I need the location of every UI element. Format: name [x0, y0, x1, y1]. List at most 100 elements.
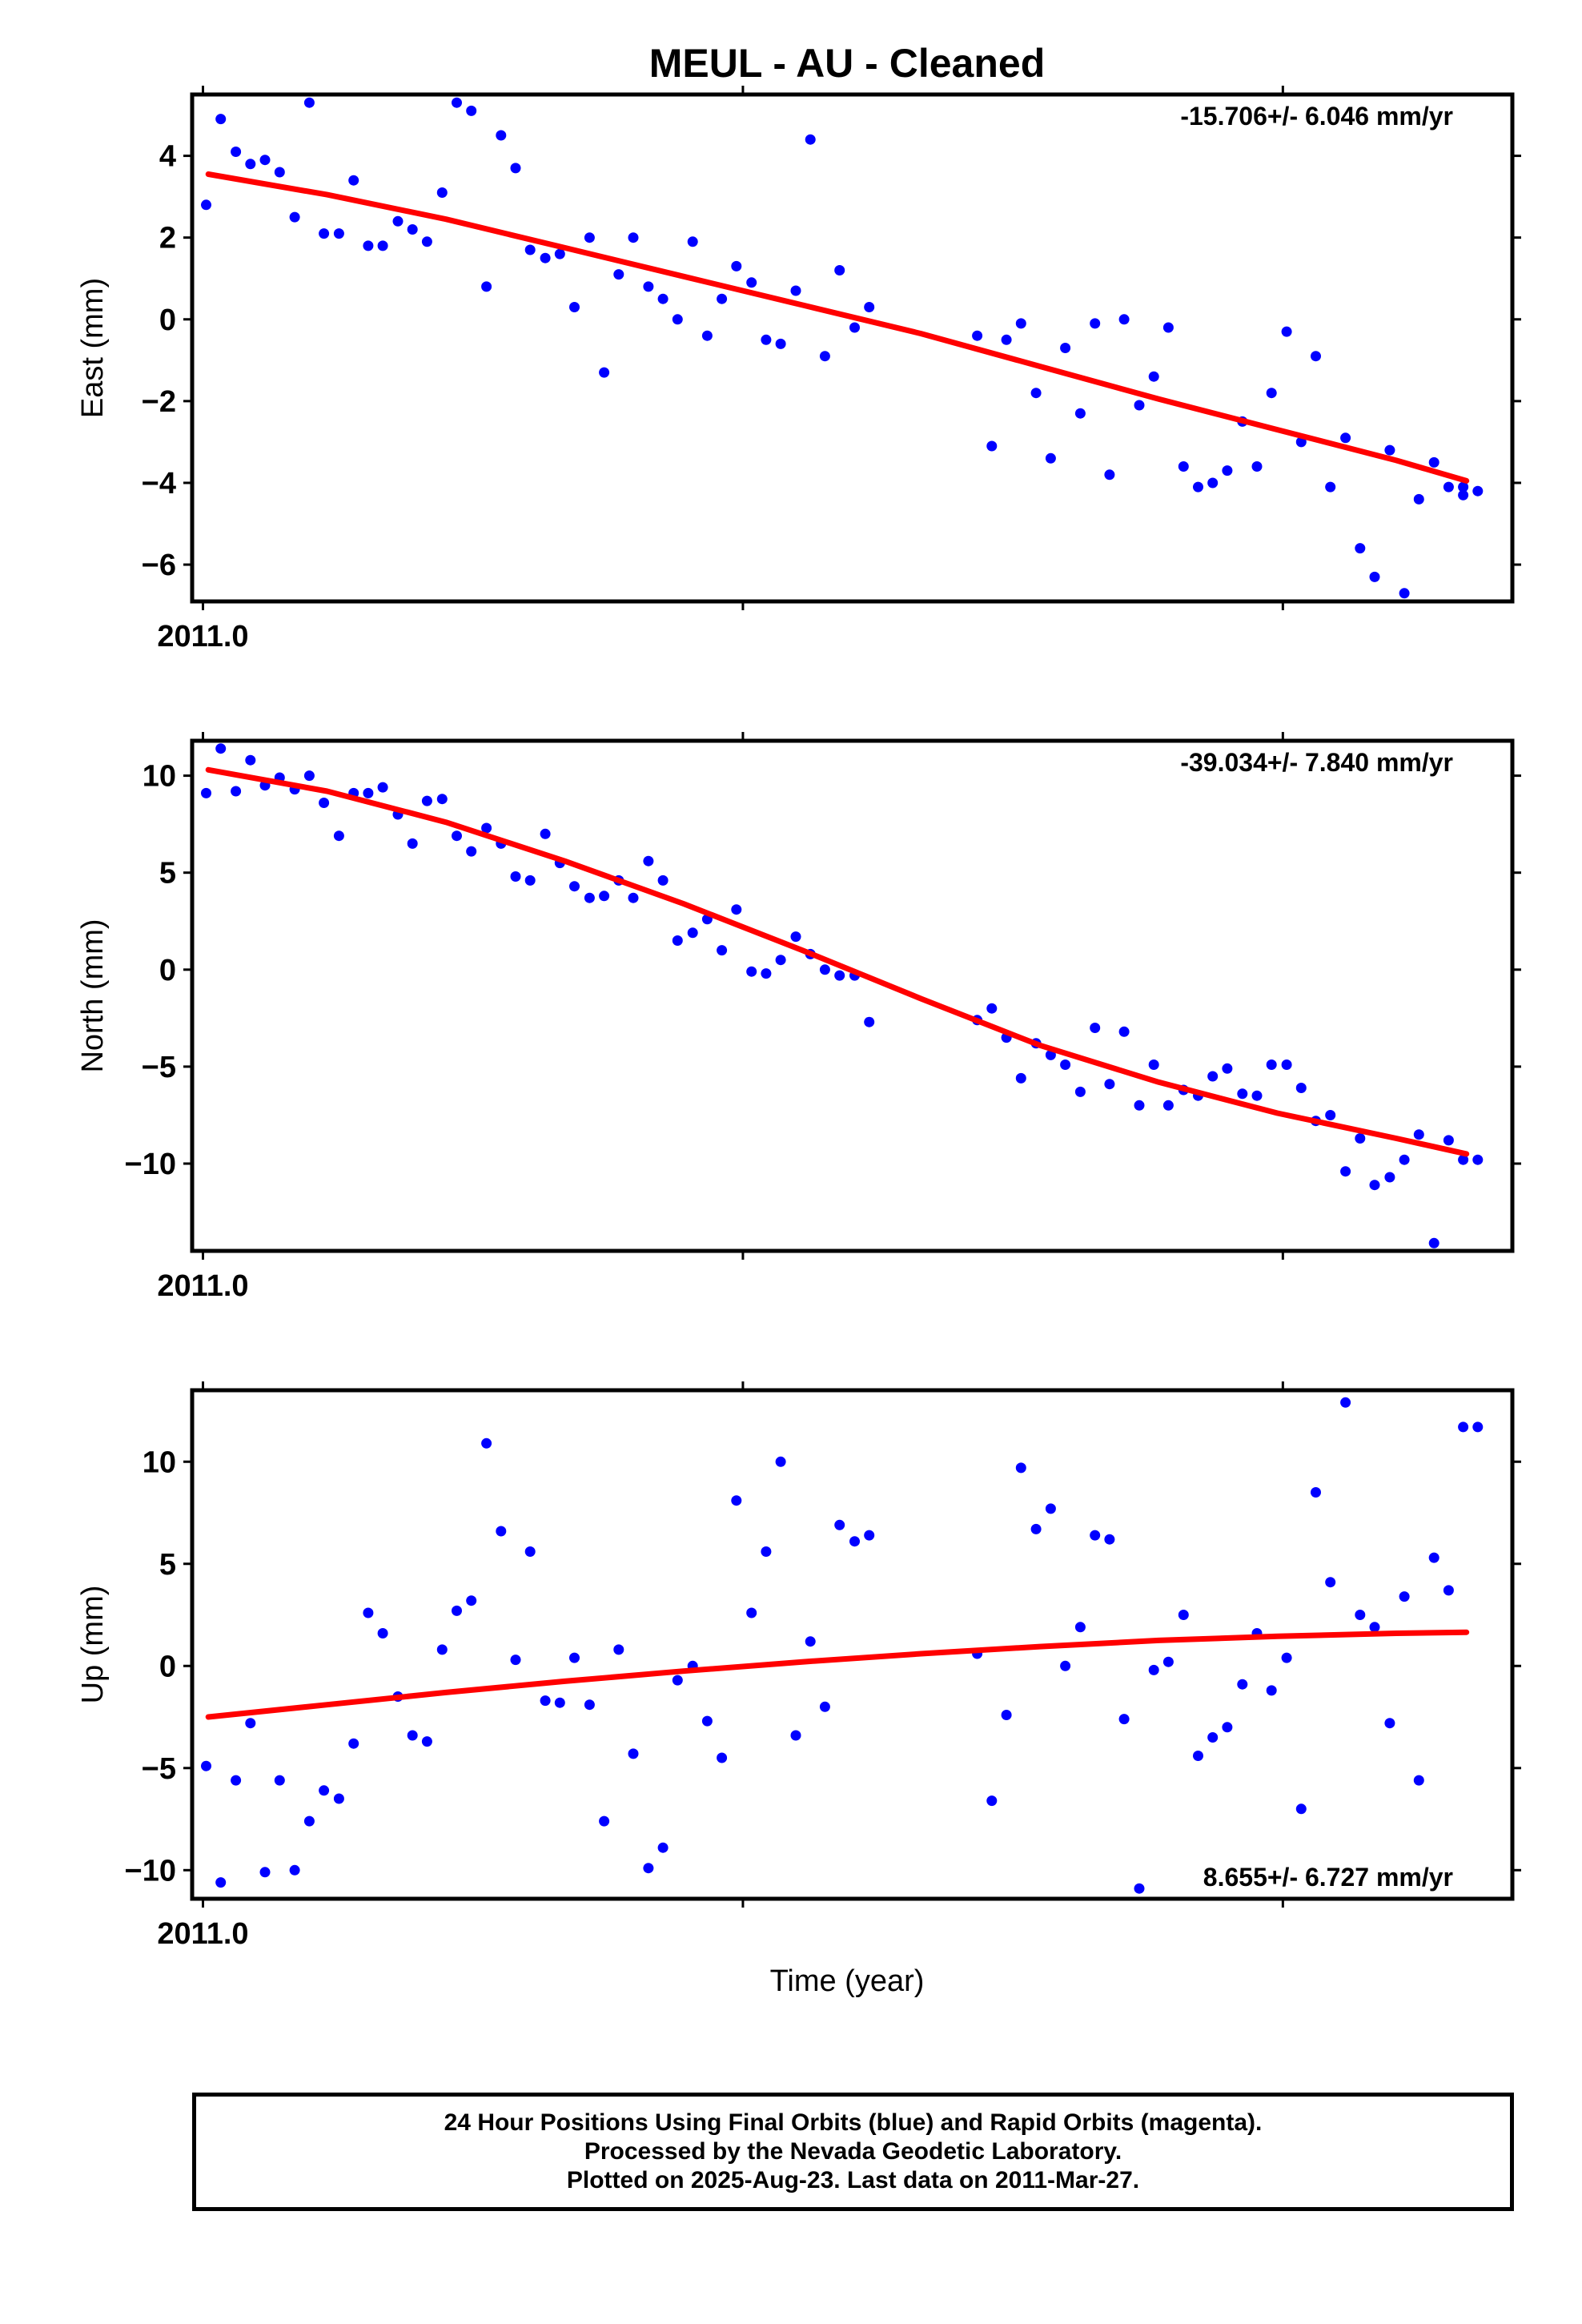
up-data-point — [1104, 1534, 1115, 1545]
up-trend-line — [205, 1629, 1470, 1720]
north-data-point — [1443, 1135, 1454, 1146]
north-data-point — [1281, 1059, 1292, 1070]
north-data-point — [231, 786, 242, 797]
up-data-point — [1399, 1591, 1410, 1602]
up-data-point — [289, 1864, 300, 1876]
north-trend-line — [205, 766, 1470, 1157]
up-data-point — [1458, 1421, 1469, 1433]
east-data-point — [1355, 543, 1366, 554]
up-data-point — [584, 1699, 595, 1711]
east-data-point — [1030, 388, 1042, 399]
north-data-point — [1060, 1059, 1071, 1070]
up-data-point — [333, 1793, 344, 1804]
up-data-point — [1266, 1685, 1277, 1696]
up-data-point — [452, 1605, 462, 1616]
north-data-point — [819, 964, 830, 975]
north-data-point — [864, 1016, 875, 1027]
north-data-point — [1251, 1090, 1263, 1101]
up-data-point — [1090, 1530, 1101, 1541]
up-data-point — [481, 1437, 492, 1449]
north-data-point — [1266, 1059, 1277, 1070]
north-rate-label: -39.034+/- 7.840 mm/yr — [1180, 748, 1453, 777]
east-data-point — [746, 277, 757, 288]
north-data-point — [599, 891, 610, 902]
north-data-point — [1162, 1100, 1174, 1111]
north-data-point — [1118, 1026, 1130, 1037]
north-data-point — [215, 743, 227, 754]
east-data-point — [986, 440, 998, 452]
east-data-point — [761, 334, 772, 345]
north-data-point — [1295, 1083, 1307, 1093]
up-data-point — [1207, 1732, 1219, 1743]
up-data-point — [1237, 1679, 1248, 1690]
up-data-point — [701, 1715, 713, 1727]
east-data-point — [319, 228, 330, 239]
up-data-point — [1060, 1660, 1071, 1671]
north-data-point — [319, 798, 330, 808]
east-data-point — [864, 302, 875, 312]
east-data-point — [1090, 318, 1101, 329]
up-data-point — [731, 1495, 742, 1506]
east-data-point — [819, 351, 830, 362]
east-data-point — [1045, 452, 1056, 464]
footer-line-2: Processed by the Nevada Geodetic Laborat… — [584, 2138, 1122, 2165]
east-data-point — [452, 97, 462, 108]
east-data-point — [333, 228, 344, 239]
east-y-axis-label: East (mm) — [76, 278, 110, 418]
east-data-point — [1458, 481, 1469, 493]
up-data-point — [1148, 1664, 1159, 1675]
up-data-point — [599, 1815, 610, 1827]
up-data-point — [864, 1530, 875, 1541]
north-data-point — [510, 871, 521, 882]
up-data-point — [540, 1695, 551, 1707]
north-data-point — [790, 931, 801, 943]
north-panel: 2011.0 −10 −5 0 5 10 North (mm) -39.034+/- 7.84… — [76, 732, 1521, 1303]
north-data-point — [1237, 1088, 1248, 1100]
east-data-point — [1134, 400, 1145, 411]
up-data-point — [1118, 1714, 1130, 1725]
up-y-tick-label: 5 — [159, 1548, 176, 1582]
up-data-point — [1281, 1652, 1292, 1663]
up-data-point — [319, 1785, 330, 1796]
east-data-point — [1162, 322, 1174, 333]
up-data-point — [274, 1775, 285, 1786]
up-data-point — [303, 1815, 315, 1827]
up-data-point — [524, 1546, 536, 1557]
up-data-point — [1030, 1523, 1042, 1534]
north-y-tick-label: 5 — [159, 857, 176, 891]
east-data-point — [1074, 408, 1086, 419]
north-data-point — [1369, 1180, 1380, 1191]
up-data-point — [1193, 1751, 1203, 1761]
north-data-point — [1104, 1079, 1115, 1090]
north-data-point — [1325, 1110, 1336, 1120]
east-data-point — [731, 260, 742, 271]
up-data-point — [1074, 1622, 1086, 1633]
up-data-point — [1134, 1883, 1145, 1894]
east-data-point — [466, 105, 477, 116]
north-data-point — [333, 830, 344, 842]
north-data-point — [1428, 1237, 1439, 1248]
north-data-point — [1090, 1023, 1101, 1033]
east-trend-line — [205, 171, 1470, 484]
north-data-point — [643, 855, 654, 866]
north-data-point — [466, 846, 477, 857]
up-y-axis-label: Up (mm) — [76, 1586, 110, 1704]
up-data-point — [259, 1867, 271, 1878]
north-x-tick-label: 2011.0 — [157, 1269, 248, 1303]
up-y-tick-label: 0 — [159, 1650, 176, 1683]
up-data-point — [746, 1607, 757, 1618]
up-data-point — [761, 1546, 772, 1557]
east-data-point — [245, 159, 256, 170]
east-data-point — [481, 281, 492, 292]
up-data-point — [717, 1752, 728, 1763]
north-data-point — [1134, 1100, 1145, 1111]
east-data-point — [1266, 388, 1277, 399]
footer-line-1: 24 Hour Positions Using Final Orbits (bl… — [444, 2109, 1263, 2136]
up-data-point — [377, 1628, 388, 1638]
up-data-point — [1443, 1585, 1454, 1596]
up-data-point — [1413, 1775, 1424, 1786]
east-data-point — [407, 224, 418, 235]
east-data-point — [303, 97, 315, 108]
east-y-tick-label: −2 — [142, 385, 176, 419]
